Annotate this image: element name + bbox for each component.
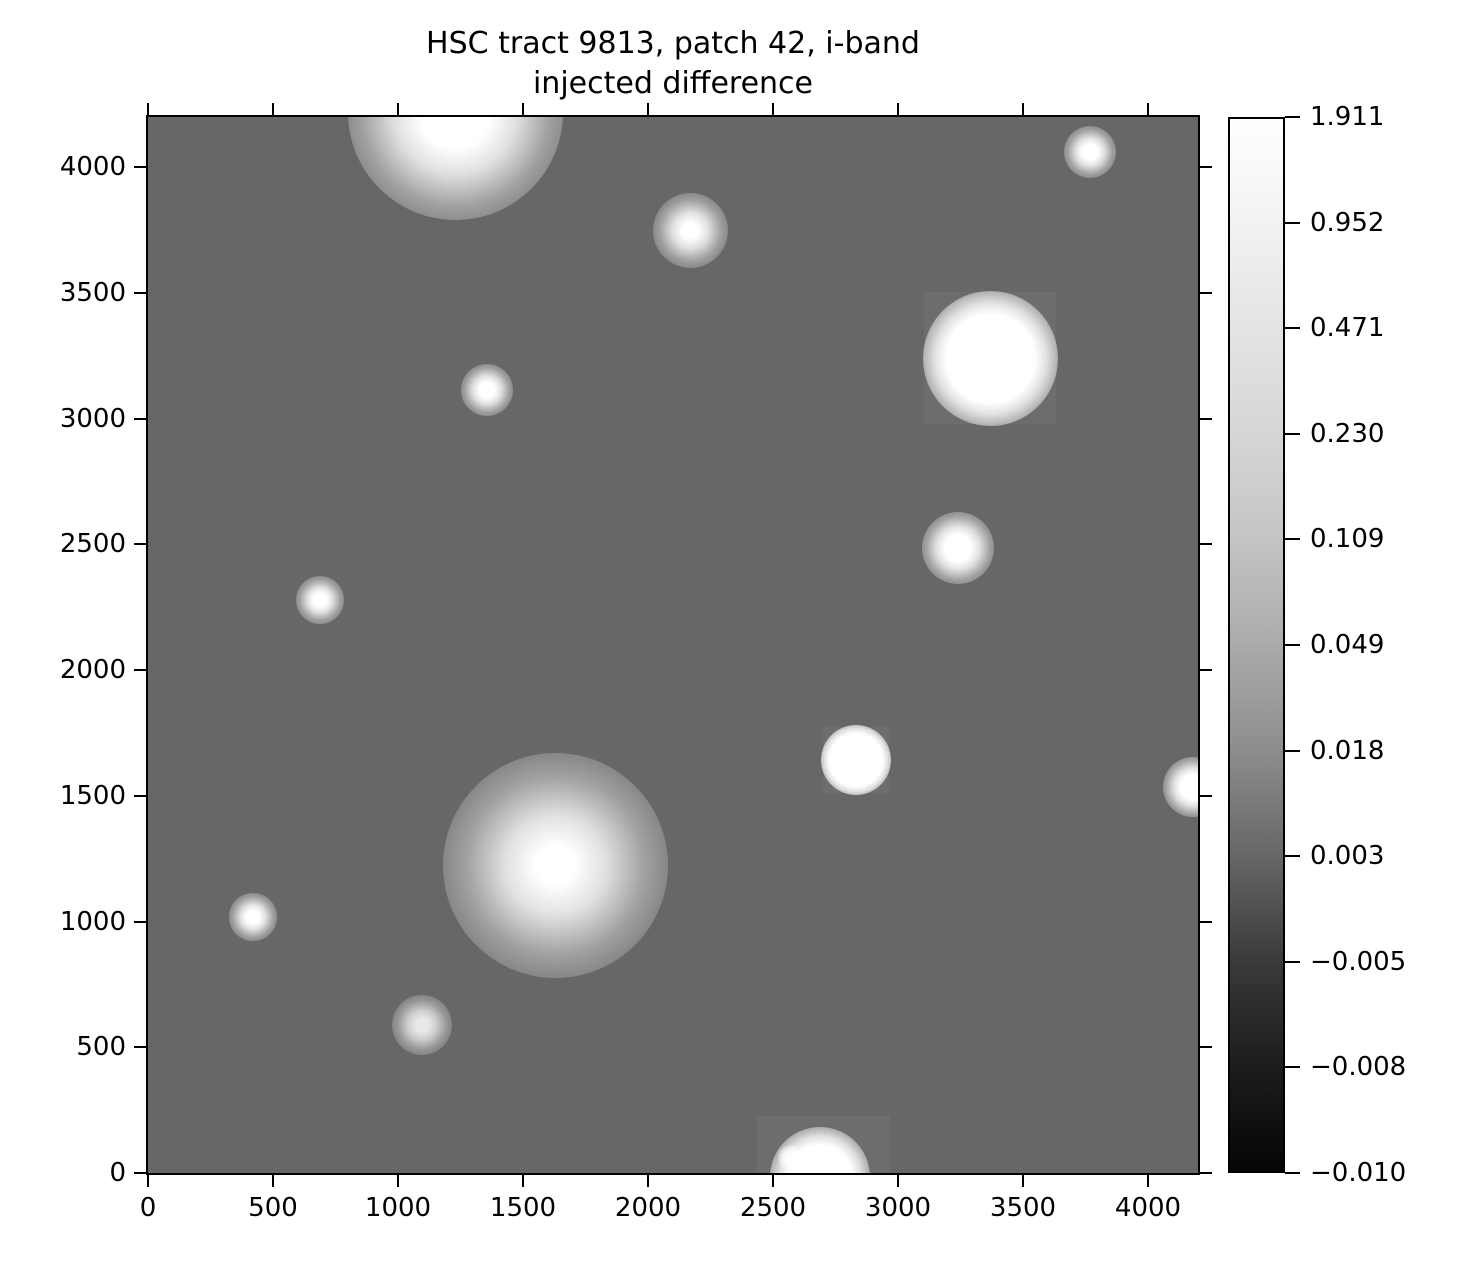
y-tick-right — [1198, 920, 1212, 923]
colorbar-tick — [1285, 749, 1300, 752]
source-blob — [1063, 125, 1117, 179]
y-tick-right — [1198, 794, 1212, 797]
y-tick-label: 1000 — [59, 906, 126, 937]
colorbar-tick — [1285, 538, 1300, 541]
x-tick-top — [897, 103, 899, 117]
colorbar-tick-label: 0.003 — [1310, 841, 1385, 872]
y-tick-label: 2500 — [59, 529, 126, 560]
x-tick-top — [772, 103, 774, 117]
y-tick-left — [134, 669, 148, 672]
y-tick-right — [1198, 292, 1212, 294]
y-tick-label: 500 — [76, 1032, 126, 1063]
source-blob — [922, 290, 1058, 426]
x-tick-bottom — [647, 1173, 649, 1187]
x-tick-label: 0 — [139, 1193, 157, 1223]
y-tick-right — [1198, 1172, 1212, 1174]
y-tick-right — [1198, 543, 1212, 546]
x-tick-bottom — [772, 1173, 774, 1187]
y-tick-label: 4000 — [59, 152, 126, 183]
source-blob — [777, 1145, 803, 1171]
colorbar-tick-label: −0.005 — [1310, 946, 1407, 977]
y-tick-left — [134, 1172, 148, 1174]
y-tick-left — [134, 794, 148, 797]
colorbar-tick — [1285, 644, 1300, 646]
x-tick-label: 3000 — [864, 1193, 932, 1223]
x-tick-bottom — [147, 1173, 149, 1187]
y-tick-left — [134, 166, 148, 169]
y-tick-left — [134, 920, 148, 923]
x-tick-top — [1147, 103, 1149, 117]
colorbar-tick-label: 0.049 — [1310, 630, 1385, 660]
image-plot-area — [148, 117, 1198, 1173]
x-tick-bottom — [1022, 1173, 1024, 1187]
y-tick-label: 1500 — [59, 780, 126, 811]
x-tick-bottom — [397, 1173, 399, 1187]
source-blob — [821, 725, 891, 796]
y-tick-right — [1198, 166, 1212, 169]
colorbar-tick — [1285, 116, 1300, 118]
x-tick-bottom — [272, 1173, 274, 1187]
x-tick-top — [272, 103, 274, 117]
colorbar-tick — [1285, 221, 1300, 224]
colorbar-tick-label: 0.471 — [1310, 313, 1385, 344]
colorbar-tick — [1285, 855, 1300, 858]
source-blob — [1163, 757, 1198, 818]
y-tick-right — [1198, 417, 1212, 420]
x-tick-bottom — [522, 1173, 524, 1187]
x-tick-label: 1000 — [364, 1193, 432, 1223]
y-tick-label: 3500 — [59, 278, 126, 308]
x-tick-top — [1022, 103, 1024, 117]
colorbar-tick — [1285, 327, 1300, 330]
x-tick-top — [147, 103, 149, 117]
x-tick-label: 3500 — [989, 1193, 1057, 1223]
colorbar-tick — [1285, 960, 1300, 963]
source-blob — [296, 576, 344, 624]
x-tick-label: 2500 — [739, 1193, 807, 1223]
x-tick-bottom — [1147, 1173, 1149, 1187]
x-tick-top — [647, 103, 649, 117]
colorbar-tick — [1285, 432, 1300, 435]
colorbar-tick-label: −0.010 — [1310, 1158, 1407, 1188]
colorbar-tick — [1285, 1066, 1300, 1069]
source-blob — [652, 192, 728, 268]
x-tick-label: 1500 — [489, 1193, 557, 1223]
y-tick-right — [1198, 1046, 1212, 1049]
y-tick-left — [134, 543, 148, 546]
colorbar-tick-label: −0.008 — [1310, 1052, 1407, 1083]
colorbar — [1228, 117, 1285, 1173]
plot-title-line1: HSC tract 9813, patch 42, i-band — [426, 26, 920, 61]
y-tick-label: 3000 — [59, 403, 126, 434]
source-blob — [921, 511, 995, 585]
x-tick-top — [397, 103, 399, 117]
colorbar-tick — [1285, 1172, 1300, 1174]
colorbar-tick-label: 0.018 — [1310, 735, 1385, 766]
source-blob — [347, 117, 563, 220]
plot-title: HSC tract 9813, patch 42, i-band injecte… — [148, 24, 1198, 104]
source-blob — [229, 893, 277, 941]
y-tick-left — [134, 417, 148, 420]
colorbar-tick-label: 0.109 — [1310, 524, 1385, 555]
y-tick-label: 2000 — [59, 655, 126, 686]
colorbar-tick-label: 1.911 — [1310, 102, 1385, 132]
x-tick-label: 4000 — [1114, 1193, 1182, 1223]
source-blob — [392, 995, 452, 1056]
x-tick-top — [522, 103, 524, 117]
plot-title-line2: injected difference — [532, 66, 814, 101]
y-tick-right — [1198, 669, 1212, 672]
y-tick-left — [134, 292, 148, 294]
x-tick-label: 2000 — [614, 1193, 682, 1223]
source-blob — [460, 363, 514, 417]
y-tick-left — [134, 1046, 148, 1049]
y-tick-label: 0 — [109, 1158, 126, 1188]
x-tick-bottom — [897, 1173, 899, 1187]
colorbar-tick-label: 0.230 — [1310, 418, 1385, 449]
x-tick-label: 500 — [248, 1193, 298, 1223]
source-blob — [442, 752, 668, 978]
colorbar-tick-label: 0.952 — [1310, 207, 1385, 238]
